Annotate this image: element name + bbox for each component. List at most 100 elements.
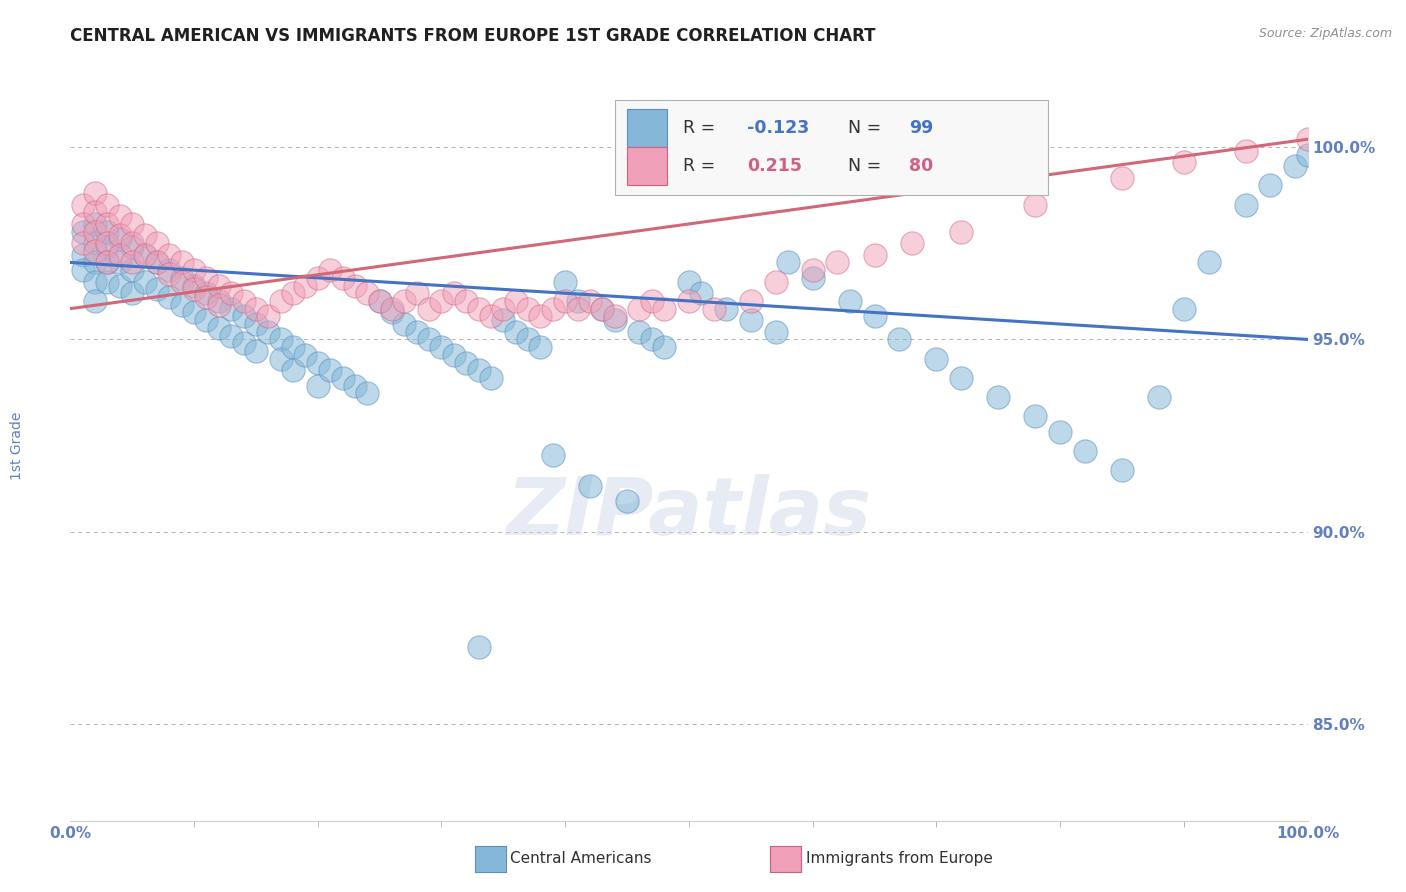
Point <box>567 301 589 316</box>
Text: 99: 99 <box>910 119 934 137</box>
Text: CENTRAL AMERICAN VS IMMIGRANTS FROM EUROPE 1ST GRADE CORRELATION CHART: CENTRAL AMERICAN VS IMMIGRANTS FROM EURO… <box>70 27 876 45</box>
Text: 0.215: 0.215 <box>747 157 801 175</box>
Point <box>641 333 664 347</box>
Point <box>1074 444 1097 458</box>
Point <box>381 305 404 319</box>
Point <box>838 293 860 308</box>
Point <box>517 333 540 347</box>
Point <box>72 197 94 211</box>
Point <box>394 317 416 331</box>
Point <box>170 275 193 289</box>
Point <box>208 293 231 308</box>
Point <box>157 290 180 304</box>
Text: R =: R = <box>683 119 720 137</box>
Point <box>146 255 169 269</box>
Point <box>134 275 156 289</box>
Point <box>84 275 107 289</box>
Point <box>108 278 131 293</box>
Point <box>652 340 675 354</box>
Point <box>628 325 651 339</box>
Point <box>827 255 849 269</box>
Point <box>467 301 489 316</box>
Point <box>368 293 391 308</box>
Point <box>591 301 613 316</box>
Point <box>183 263 205 277</box>
Point <box>96 255 118 269</box>
Point <box>146 282 169 296</box>
Point <box>257 325 280 339</box>
Point <box>740 293 762 308</box>
Point <box>121 236 143 251</box>
Point <box>1260 178 1282 193</box>
Point <box>1296 132 1319 146</box>
Point <box>529 310 551 324</box>
Point <box>219 328 242 343</box>
Point <box>195 270 218 285</box>
Point <box>319 263 342 277</box>
Point <box>121 217 143 231</box>
Point <box>96 240 118 254</box>
Text: R =: R = <box>683 157 725 175</box>
Point <box>343 378 366 392</box>
Point <box>950 225 973 239</box>
Point <box>294 348 316 362</box>
Point <box>1296 147 1319 161</box>
Point <box>863 310 886 324</box>
Point <box>121 255 143 269</box>
Point <box>1234 197 1257 211</box>
Point <box>889 333 911 347</box>
Point <box>96 217 118 231</box>
Point <box>208 298 231 312</box>
Point <box>776 255 799 269</box>
Text: ZIPatlas: ZIPatlas <box>506 475 872 552</box>
Point <box>183 278 205 293</box>
Point <box>479 310 502 324</box>
Point <box>591 301 613 316</box>
Point <box>157 248 180 262</box>
Point <box>703 301 725 316</box>
Point <box>307 270 329 285</box>
Point <box>208 321 231 335</box>
Point <box>467 363 489 377</box>
Point <box>232 336 254 351</box>
Point <box>987 390 1010 404</box>
Text: N =: N = <box>838 119 887 137</box>
Point <box>134 248 156 262</box>
Point <box>96 225 118 239</box>
Point <box>430 293 453 308</box>
Point <box>1024 197 1046 211</box>
Point <box>134 248 156 262</box>
Point <box>146 236 169 251</box>
Point <box>678 275 700 289</box>
Point <box>740 313 762 327</box>
Point <box>281 286 304 301</box>
Point <box>72 225 94 239</box>
Point <box>332 371 354 385</box>
Point <box>332 270 354 285</box>
Point <box>603 310 626 324</box>
Point <box>801 270 824 285</box>
Point <box>863 248 886 262</box>
Point <box>554 275 576 289</box>
Point <box>616 494 638 508</box>
Point <box>801 263 824 277</box>
Point <box>170 255 193 269</box>
Point <box>195 313 218 327</box>
Point <box>641 293 664 308</box>
Point <box>1111 170 1133 185</box>
Point <box>108 248 131 262</box>
Point <box>96 197 118 211</box>
Point <box>950 371 973 385</box>
Point <box>456 293 478 308</box>
Point <box>541 448 564 462</box>
Point <box>270 351 292 366</box>
Point <box>84 205 107 219</box>
Point <box>603 313 626 327</box>
Point <box>567 293 589 308</box>
Point <box>121 286 143 301</box>
Point <box>405 325 427 339</box>
FancyBboxPatch shape <box>614 100 1047 195</box>
Point <box>652 301 675 316</box>
Point <box>479 371 502 385</box>
Point <box>245 343 267 358</box>
